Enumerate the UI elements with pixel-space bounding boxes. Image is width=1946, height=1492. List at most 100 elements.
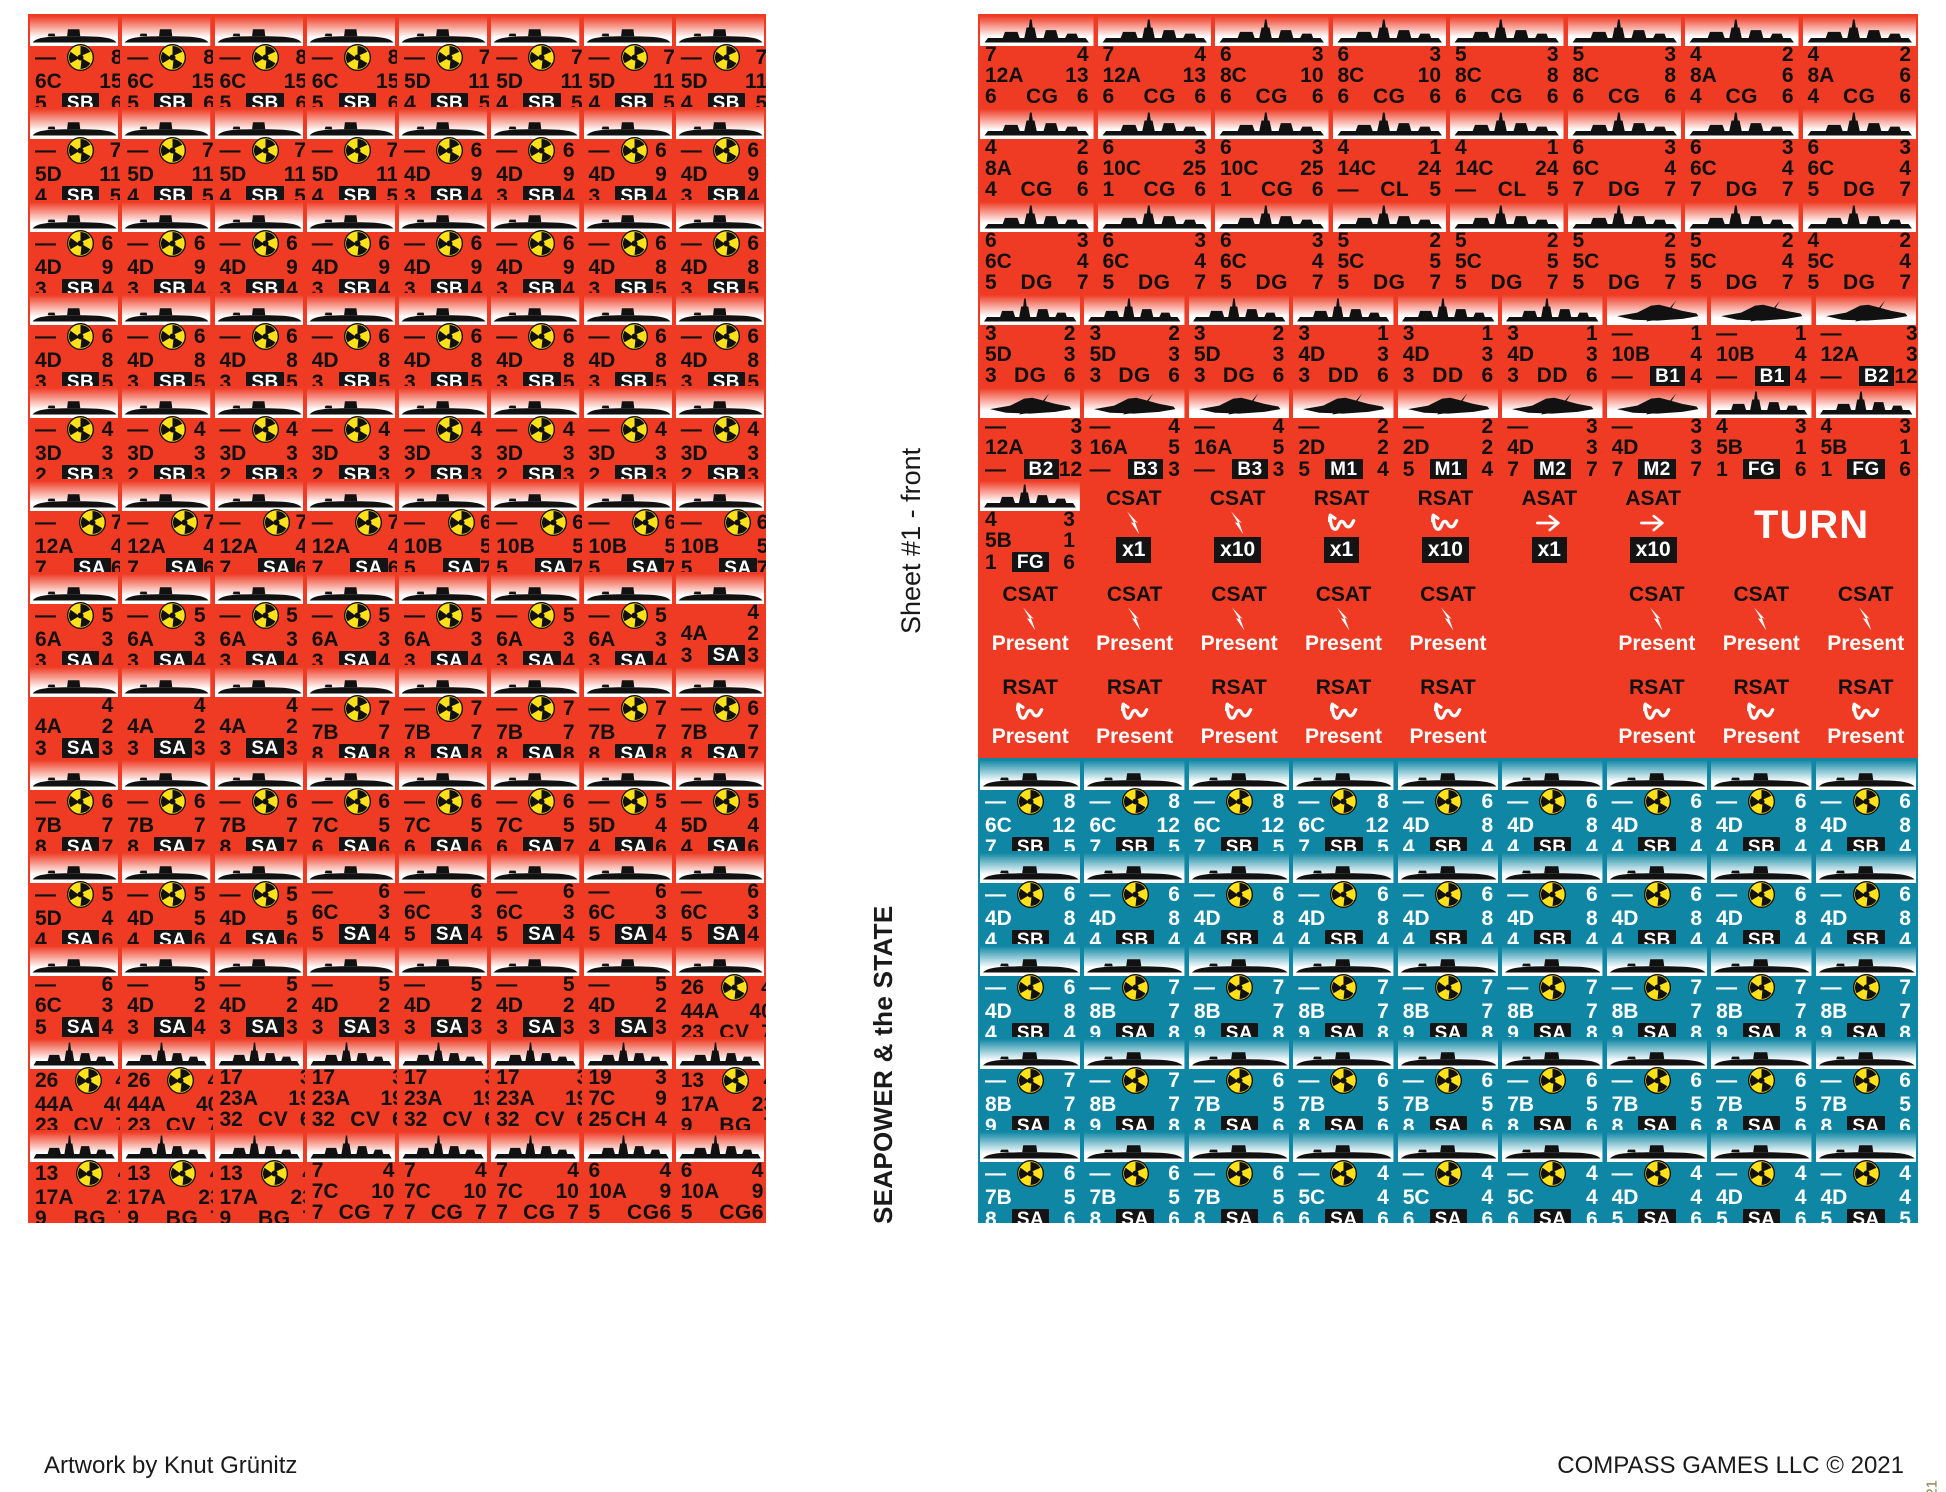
counter-m1[interactable]: —2 2D 2 5 M1 4 [1395,386,1501,479]
counter-sa[interactable]: —6 10B 5 5 SA 7 [673,479,766,572]
counter-cl[interactable]: 4 1 14C 24— CL 5 [1448,107,1566,200]
counter-cv[interactable]: 26444A4023CV7 [120,1037,213,1130]
counter-sb[interactable]: —6 4D 8 4 SB 4 [1813,851,1918,944]
counter-dg[interactable]: 5 2 5C 5 5 DG 7 [1330,200,1448,293]
counter-sa[interactable]: —4 5C 4 6 SA 6 [1395,1130,1501,1223]
counter-b2[interactable]: —3 12A 3— B2 12 [1813,293,1918,386]
counter-sb[interactable]: —8 6C 15 5 SB 6 [304,14,397,107]
counter-b3[interactable]: —4 16A 5— B3 3 [1082,386,1187,479]
marker-rsat-present[interactable]: RSAT Present [1604,665,1710,758]
counter-m2[interactable]: —3 4D 3 7 M2 7 [1500,386,1605,479]
counter-cg[interactable]: 7 4 12A 13 6 CG 6 [1095,14,1213,107]
counter-sb[interactable]: —6 4D 8 4 SB 4 [1291,851,1396,944]
counter-sa[interactable]: 4 4A 2 3 SA 3 [673,572,766,665]
counter-sb[interactable]: —6 4D 9 3 SB 4 [304,200,397,293]
counter-cg[interactable]: 7 4 7C 10 7 CG 7 [304,1130,397,1223]
counter-sa[interactable]: —7 7B 7 8 SA 8 [397,665,490,758]
counter-sb[interactable]: —8 6C 12 7 SB 5 [1082,758,1187,851]
counter-dg[interactable]: 4 2 5C 4 5 DG 7 [1800,200,1918,293]
marker-csat-x1[interactable]: CSAT x1 [1081,479,1186,572]
counter-sb[interactable]: —4 3D 3 2 SB 3 [489,386,582,479]
counter-sb[interactable]: —6 4D 8 4 SB 4 [1709,758,1814,851]
counter-sb[interactable]: —6 4D 8 4 SB 4 [1186,851,1292,944]
counter-sb[interactable]: —8 6C 12 7 SB 5 [978,758,1083,851]
marker-csat-present[interactable]: CSAT Present [1813,572,1918,665]
counter-sb[interactable]: —4 3D 3 2 SB 3 [673,386,766,479]
counter-cg[interactable]: 5 3 8C 8 6 CG 6 [1448,14,1566,107]
counter-ch[interactable]: 19 3 7C 9 25 CH 4 [581,1037,674,1130]
counter-sa[interactable]: —7 8B 7 9 SA 8 [1395,944,1501,1037]
counter-sb[interactable]: —6 4D 8 3 SB 5 [673,293,766,386]
marker-csat-x10[interactable]: CSAT x10 [1185,479,1290,572]
counter-sb[interactable]: —6 4D 8 3 SB 5 [673,200,766,293]
counter-sa[interactable]: —6 7B 5 8 SA 6 [1813,1037,1918,1130]
counter-sb[interactable]: —6 4D 9 3 SB 4 [397,107,490,200]
marker-rsat-present[interactable]: RSAT Present [1709,665,1814,758]
counter-sa[interactable]: —6 7B 5 8 SA 6 [1291,1037,1396,1130]
marker-asat-x1[interactable]: ASAT x1 [1497,479,1602,572]
counter-sa[interactable]: —7 12A 4 7 SA 6 [120,479,213,572]
counter-sb[interactable]: —7 5D 11 4 SB 5 [304,107,397,200]
counter-cv[interactable]: 26444A4023CV7 [28,1037,121,1130]
counter-sb[interactable]: —6 4D 8 4 SB 4 [1500,851,1605,944]
counter-sa[interactable]: —5 6A 3 3 SA 4 [28,572,121,665]
counter-sb[interactable]: —6 4D 8 3 SB 5 [581,293,674,386]
counter-sa[interactable]: —6 6C 3 5 SA 4 [489,851,582,944]
counter-sb[interactable]: —4 3D 3 2 SB 3 [120,386,213,479]
counter-sa[interactable]: —6 7B 5 8 SA 6 [1186,1037,1292,1130]
counter-sa[interactable]: 4 4A 2 3 SA 3 [212,665,305,758]
marker-csat-present[interactable]: CSAT Present [1604,572,1710,665]
counter-sa[interactable]: —5 5D 4 4 SA 6 [673,758,766,851]
counter-sa[interactable]: —7 8B 7 9 SA 8 [1082,944,1187,1037]
marker-rsat-present[interactable]: RSAT Present [978,665,1083,758]
counter-sa[interactable]: —4 4D 4 5 SA 6 [1604,1130,1710,1223]
counter-cg[interactable]: 4 2 8A 6 4 CG 6 [1800,14,1918,107]
counter-bg[interactable]: 13417A239BG7 [673,1037,766,1130]
counter-cg[interactable]: 6 4 10A 9 5 CG 6 [581,1130,674,1223]
counter-dg[interactable]: 6 3 6C 4 5 DG 7 [978,200,1096,293]
counter-sa[interactable]: —6 7B 5 8 SA 6 [1186,1130,1292,1223]
counter-sa[interactable]: —5 4D 2 3 SA 3 [489,944,582,1037]
counter-b3[interactable]: —4 16A 5— B3 3 [1186,386,1292,479]
marker-rsat-x1[interactable]: RSAT x1 [1289,479,1394,572]
marker-csat-present[interactable]: CSAT Present [978,572,1083,665]
counter-sb[interactable]: —8 6C 15 5 SB 6 [28,14,121,107]
counter-sb[interactable]: —6 4D 9 3 SB 4 [212,200,305,293]
counter-sb[interactable]: —6 4D 9 3 SB 4 [397,200,490,293]
counter-sb[interactable]: —6 4D 8 3 SB 5 [28,293,121,386]
counter-sa[interactable]: —5 4D 2 3 SA 4 [120,944,213,1037]
counter-sb[interactable]: —6 4D 8 3 SB 5 [397,293,490,386]
counter-cg[interactable]: 7 4 12A 13 6 CG 6 [978,14,1096,107]
counter-sa[interactable]: —7 8B 7 9 SA 8 [1813,944,1918,1037]
counter-bg[interactable]: 13417A239BG7 [28,1130,121,1223]
counter-sa[interactable]: —4 4D 4 5 SA 5 [1813,1130,1918,1223]
counter-sa[interactable]: —5 6A 3 3 SA 4 [397,572,490,665]
counter-cg[interactable]: 4 2 8A 6 4 CG 6 [978,107,1096,200]
counter-sa[interactable]: —6 7B 5 8 SA 6 [1395,1037,1501,1130]
counter-sa[interactable]: —5 6A 3 3 SA 4 [212,572,305,665]
marker-csat-present[interactable]: CSAT Present [1709,572,1814,665]
counter-sb[interactable]: —4 3D 3 2 SB 3 [212,386,305,479]
counter-sb[interactable]: —7 5D 11 4 SB 5 [212,107,305,200]
counter-sa[interactable]: —6 10B 5 5 SA 7 [397,479,490,572]
counter-dg[interactable]: 5 2 5C 4 5 DG 7 [1683,200,1801,293]
counter-sb[interactable]: —6 4D 8 3 SB 5 [304,293,397,386]
counter-cg[interactable]: 6 3 8C 10 6 CG 6 [1330,14,1448,107]
marker-rsat-present[interactable]: RSAT Present [1082,665,1187,758]
counter-sa[interactable]: —6 7B 5 8 SA 6 [1500,1037,1605,1130]
counter-sa[interactable]: —5 5D 4 4 SA 6 [581,758,674,851]
counter-sb[interactable]: —7 5D 11 4 SB 5 [581,14,674,107]
counter-sa[interactable]: 4 4A 2 3 SA 3 [28,665,121,758]
counter-fg[interactable]: 4 3 5B 1 1 FG 6 [1709,386,1814,479]
counter-sa[interactable]: —6 7C 5 6 SA 6 [304,758,397,851]
counter-sa[interactable]: —6 6C 3 5 SA 4 [397,851,490,944]
counter-sb[interactable]: —6 4D 9 3 SB 4 [489,107,582,200]
counter-sb[interactable]: —4 3D 3 2 SB 3 [581,386,674,479]
counter-sa[interactable]: —7 8B 7 9 SA 8 [1709,944,1814,1037]
counter-sb[interactable]: —8 6C 12 7 SB 5 [1186,758,1292,851]
counter-dd[interactable]: 3 1 4D 3 3 DD 6 [1291,293,1396,386]
counter-m1[interactable]: —2 2D 2 5 M1 4 [1291,386,1396,479]
marker-rsat-present[interactable]: RSAT Present [1813,665,1918,758]
counter-sb[interactable]: —8 6C 15 5 SB 6 [212,14,305,107]
marker-csat-present[interactable]: CSAT Present [1395,572,1501,665]
